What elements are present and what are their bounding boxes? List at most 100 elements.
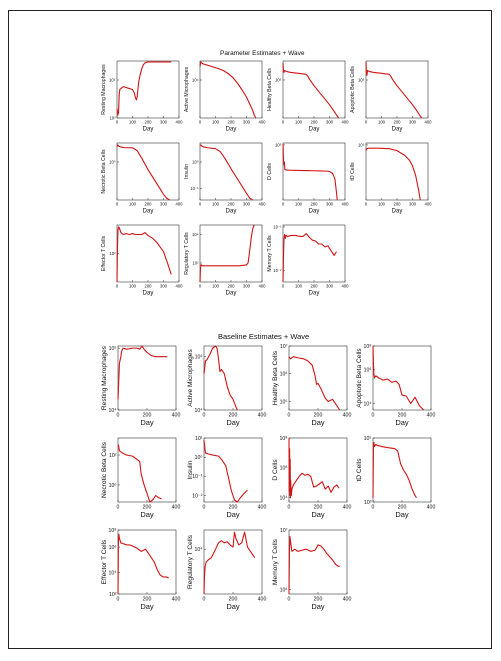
y-tick-label: 10⁶ bbox=[109, 545, 117, 551]
x-tick-label: 200 bbox=[143, 413, 152, 419]
x-tick-label: 400 bbox=[343, 597, 352, 603]
series-line bbox=[116, 61, 172, 116]
series-line bbox=[116, 144, 170, 201]
x-axis-label: Day bbox=[395, 510, 409, 519]
x-tick-label: 200 bbox=[145, 284, 153, 289]
x-tick-label: 200 bbox=[229, 505, 238, 511]
y-tick-label: 10⁻² bbox=[192, 493, 203, 499]
series-line bbox=[203, 345, 238, 411]
x-tick-label: 200 bbox=[314, 597, 323, 603]
x-tick-label: 200 bbox=[311, 120, 319, 125]
x-tick-label: 0 bbox=[117, 505, 120, 511]
y-tick-label: 10⁸ bbox=[109, 528, 117, 534]
x-tick-label: 300 bbox=[409, 202, 417, 207]
y-tick-label: 10⁻² bbox=[273, 268, 282, 273]
series-line bbox=[116, 226, 172, 283]
x-tick-label: 0 bbox=[116, 202, 119, 207]
y-axis-label: Apoptotic Beta Cells bbox=[350, 66, 356, 113]
plot-frame bbox=[288, 529, 348, 595]
y-tick-label: 10⁴ bbox=[192, 77, 199, 82]
plot-frame bbox=[199, 224, 263, 283]
y-tick-label: 10⁰ bbox=[192, 159, 199, 164]
series-line bbox=[288, 356, 341, 411]
chart-baseline-healthy-beta-cells: 0 200 400 10⁷ 10⁶ 10⁵ Day Healthy Beta Cells bbox=[272, 344, 351, 427]
x-tick-label: 0 bbox=[288, 597, 291, 603]
x-tick-label: 400 bbox=[172, 413, 181, 419]
x-tick-label: 300 bbox=[326, 120, 334, 125]
plot-frame bbox=[288, 437, 348, 503]
y-tick-label: 10⁵ bbox=[280, 399, 288, 405]
plot-frame bbox=[365, 60, 429, 119]
x-axis-label: Day bbox=[140, 602, 154, 611]
y-axis-label: tD Cells bbox=[350, 162, 356, 181]
x-tick-label: 0 bbox=[199, 284, 202, 289]
y-tick-label: 10⁶ bbox=[280, 466, 288, 472]
series-line bbox=[117, 533, 169, 595]
x-tick-label: 0 bbox=[117, 597, 120, 603]
chart-baseline-resting-macrophages: 0 200 400 10⁵ 10⁴ Day Resting Macrophages bbox=[101, 345, 180, 427]
chart-parameter-healthy-beta-cells: 0 100 200 300 400 10⁵ Day Healthy Beta Cells bbox=[267, 60, 349, 133]
x-tick-label: 100 bbox=[295, 202, 303, 207]
x-axis-label: Day bbox=[311, 602, 325, 611]
series-line bbox=[288, 437, 340, 499]
y-tick-label: 10¹ bbox=[195, 436, 203, 442]
x-tick-label: 200 bbox=[143, 597, 152, 603]
x-tick-label: 0 bbox=[282, 284, 285, 289]
x-axis-label: Day bbox=[311, 510, 325, 519]
y-tick-label: 10⁴ bbox=[195, 547, 203, 553]
x-axis-label: Day bbox=[140, 418, 154, 427]
y-axis-label: Regulatory T Cells bbox=[187, 534, 194, 589]
x-tick-label: 300 bbox=[243, 202, 251, 207]
plot-frame bbox=[203, 529, 263, 595]
x-tick-label: 200 bbox=[394, 120, 402, 125]
x-tick-label: 200 bbox=[228, 120, 236, 125]
y-axis-label: D Cells bbox=[272, 459, 279, 481]
series-line bbox=[203, 531, 256, 595]
x-tick-label: 200 bbox=[314, 505, 323, 511]
x-tick-label: 0 bbox=[203, 597, 206, 603]
x-tick-label: 0 bbox=[199, 120, 202, 125]
x-tick-label: 100 bbox=[129, 202, 137, 207]
chart-baseline-insulin: 0 200 400 10¹ 10⁰ 10⁻¹ 10⁻² Day Insulin bbox=[187, 436, 266, 519]
x-tick-label: 200 bbox=[398, 413, 407, 419]
x-tick-label: 200 bbox=[311, 284, 319, 289]
y-tick-label: 10⁶ bbox=[195, 354, 203, 360]
x-tick-label: 0 bbox=[372, 505, 375, 511]
x-tick-label: 100 bbox=[212, 202, 220, 207]
x-tick-label: 400 bbox=[425, 202, 433, 207]
y-tick-label: 10⁵ bbox=[358, 77, 365, 82]
series-line bbox=[117, 345, 168, 400]
plot-frame bbox=[282, 142, 346, 201]
x-axis-label: Day bbox=[226, 510, 240, 519]
plot-frame bbox=[116, 60, 180, 119]
x-axis-label: Day bbox=[140, 510, 154, 519]
y-axis-label: Regulatory T Cells bbox=[184, 232, 190, 275]
y-tick-label: 10⁻¹ bbox=[273, 224, 282, 229]
x-tick-label: 200 bbox=[229, 413, 238, 419]
x-tick-label: 0 bbox=[282, 202, 285, 207]
x-tick-label: 400 bbox=[427, 505, 436, 511]
x-axis-label: Day bbox=[226, 602, 240, 611]
chart-baseline-apoptotic-beta-cells: 0 200 400 10⁸ 10⁶ 10⁴ Day Apoptotic Beta Cells bbox=[356, 344, 435, 427]
y-tick-label: 10⁶ bbox=[364, 367, 372, 373]
series-line bbox=[365, 147, 421, 201]
x-axis-label: Day bbox=[309, 209, 320, 215]
x-tick-label: 100 bbox=[378, 120, 386, 125]
chart-parameter-td-cells: 0 100 200 300 400 10⁵ Day tD Cells bbox=[350, 142, 432, 214]
plot-frame bbox=[288, 345, 348, 411]
x-tick-label: 100 bbox=[212, 284, 220, 289]
x-tick-label: 0 bbox=[203, 413, 206, 419]
chart-baseline-active-microphages: 0 200 400 10⁶ 10⁴ Day Active Microphages bbox=[187, 345, 266, 427]
y-tick-label: 10⁷ bbox=[280, 528, 288, 534]
y-tick-label: 10⁶ bbox=[280, 588, 288, 594]
y-tick-label: 10⁻¹ bbox=[190, 186, 199, 191]
x-tick-label: 400 bbox=[176, 284, 184, 289]
y-tick-label: 10⁸ bbox=[364, 344, 372, 350]
x-axis-label: Day bbox=[309, 127, 320, 133]
series-line bbox=[365, 61, 423, 119]
y-tick-label: 10⁰ bbox=[195, 455, 203, 461]
x-tick-label: 400 bbox=[343, 505, 352, 511]
series-line bbox=[203, 440, 248, 503]
x-tick-label: 0 bbox=[365, 202, 368, 207]
